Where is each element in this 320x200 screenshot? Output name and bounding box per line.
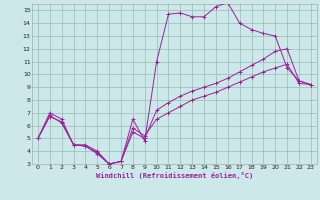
X-axis label: Windchill (Refroidissement éolien,°C): Windchill (Refroidissement éolien,°C)	[96, 172, 253, 179]
